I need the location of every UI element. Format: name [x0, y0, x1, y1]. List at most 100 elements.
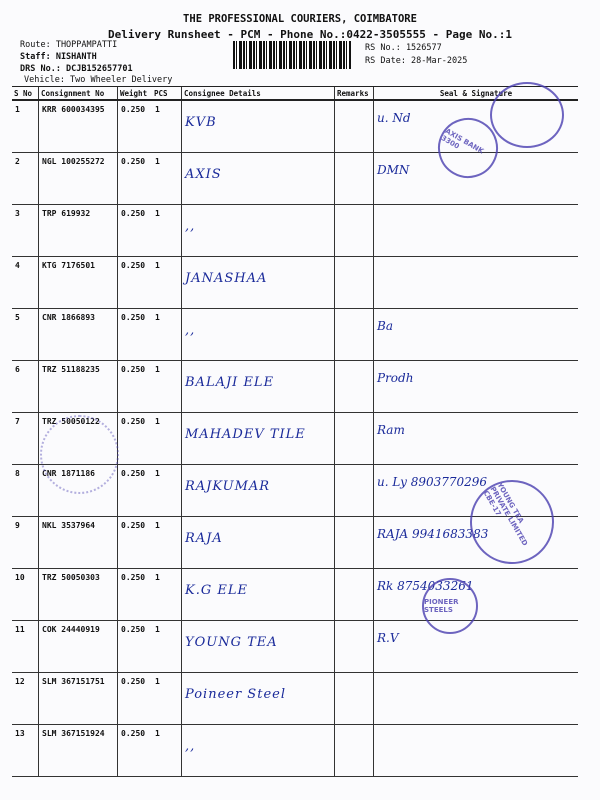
cell-sno: 3 [12, 204, 39, 257]
staff: Staff: NISHANTH [20, 52, 97, 62]
cell-consignment: TRZ 51188235 [38, 360, 118, 413]
cell-signature: Prodh [373, 360, 578, 413]
cell-remarks [334, 516, 374, 569]
cell-pcs: 1 [152, 100, 182, 153]
table-row: 6 TRZ 51188235 0.250 1 BALAJI ELE Prodh [12, 360, 578, 413]
table-row: 11 COK 24440919 0.250 1 YOUNG TEA R.V [12, 620, 578, 673]
cell-pcs: 1 [152, 204, 182, 257]
pioneer-steels-stamp: PIONEER STEELS [422, 578, 478, 634]
cell-remarks [334, 464, 374, 517]
cell-remarks [334, 724, 374, 777]
col-consignee: Consignee Details [181, 86, 335, 101]
cell-consignee: RAJA [181, 516, 335, 569]
col-remarks: Remarks [334, 86, 374, 101]
cell-remarks [334, 256, 374, 309]
cell-consignee: YOUNG TEA [181, 620, 335, 673]
table-row: 5 CNR 1866893 0.250 1,, Ba [12, 308, 578, 361]
col-weight: Weight [117, 86, 152, 101]
cell-remarks [334, 672, 374, 725]
drs-no: DRS No.: DCJB152657701 [20, 64, 133, 74]
cell-sno: 13 [12, 724, 39, 777]
cell-consignee: ,, [181, 308, 335, 361]
cell-pcs: 1 [152, 672, 182, 725]
cell-remarks [334, 204, 374, 257]
cell-consignee: KVB [181, 100, 335, 153]
cell-weight: 0.250 [117, 464, 152, 517]
table-row: 9 NKL 3537964 0.250 1 RAJA RAJA 9941683383 [12, 516, 578, 569]
cell-pcs: 1 [152, 256, 182, 309]
cell-sno: 11 [12, 620, 39, 673]
col-pcs: PCS [152, 86, 182, 101]
cell-consignment: KTG 7176501 [38, 256, 118, 309]
cell-pcs: 1 [152, 412, 182, 465]
cell-signature [373, 204, 578, 257]
cell-consignee: MAHADEV TILE [181, 412, 335, 465]
cell-signature [373, 672, 578, 725]
cell-signature [373, 724, 578, 777]
cell-remarks [334, 152, 374, 205]
runsheet-table: S No Consignment No Weight PCS Consignee… [12, 86, 578, 777]
cell-remarks [334, 620, 374, 673]
col-sno: S No [12, 86, 39, 101]
cell-consignment: TRZ 50050303 [38, 568, 118, 621]
cell-pcs: 1 [152, 152, 182, 205]
table-row: 2 NGL 100255272 0.250 1 AXIS DMN [12, 152, 578, 205]
cell-consignee: JANASHAA [181, 256, 335, 309]
cell-weight: 0.250 [117, 516, 152, 569]
table-row: 10 TRZ 50050303 0.250 1 K.G ELE Rk 8754033261 [12, 568, 578, 621]
cell-weight: 0.250 [117, 620, 152, 673]
cell-consignee: RAJKUMAR [181, 464, 335, 517]
cell-sno: 4 [12, 256, 39, 309]
cell-consignment: SLM 367151924 [38, 724, 118, 777]
cell-sno: 12 [12, 672, 39, 725]
cell-consignment: CNR 1866893 [38, 308, 118, 361]
company-title: THE PROFESSIONAL COURIERS, COIMBATORE [183, 13, 417, 25]
table-row: 4 KTG 7176501 0.250 1 JANASHAA [12, 256, 578, 309]
table-row: 13 SLM 367151924 0.250 1,, [12, 724, 578, 777]
table-row: 8 CNR 1871186 0.250 1 RAJKUMAR u. Ly 89037702… [12, 464, 578, 517]
cell-consignment: SLM 367151751 [38, 672, 118, 725]
barcode [233, 41, 351, 69]
cell-pcs: 1 [152, 464, 182, 517]
cell-sno: 7 [12, 412, 39, 465]
rs-no: RS No.: 1526577 [365, 43, 442, 53]
cell-consignment: COK 24440919 [38, 620, 118, 673]
cell-weight: 0.250 [117, 568, 152, 621]
cell-sno: 5 [12, 308, 39, 361]
cell-consignee: Poineer Steel [181, 672, 335, 725]
cell-consignee: BALAJI ELE [181, 360, 335, 413]
cell-signature [373, 256, 578, 309]
cell-weight: 0.250 [117, 256, 152, 309]
cell-sno: 6 [12, 360, 39, 413]
cell-pcs: 1 [152, 568, 182, 621]
cell-sno: 9 [12, 516, 39, 569]
table-row: 3 TRP 619932 0.250 1,, [12, 204, 578, 257]
route: Route: THOPPAMPATTI [20, 40, 118, 50]
cell-remarks [334, 100, 374, 153]
table-header: S No Consignment No Weight PCS Consignee… [12, 86, 578, 101]
cell-weight: 0.250 [117, 724, 152, 777]
cell-consignee: K.G ELE [181, 568, 335, 621]
cell-remarks [334, 412, 374, 465]
table-row: 12 SLM 367151751 0.250 1 Poineer Steel [12, 672, 578, 725]
cell-signature: RAJA 9941683383 [373, 516, 578, 569]
cell-weight: 0.250 [117, 308, 152, 361]
cell-signature: Ba [373, 308, 578, 361]
cell-weight: 0.250 [117, 204, 152, 257]
cell-pcs: 1 [152, 724, 182, 777]
cell-weight: 0.250 [117, 360, 152, 413]
vehicle: Vehicle: Two Wheeler Delivery [24, 75, 173, 85]
cell-sno: 10 [12, 568, 39, 621]
cell-pcs: 1 [152, 360, 182, 413]
cell-pcs: 1 [152, 308, 182, 361]
cell-signature: DMN [373, 152, 578, 205]
cell-signature: u. Ly 8903770296 [373, 464, 578, 517]
cell-consignee: ,, [181, 724, 335, 777]
cell-consignee: ,, [181, 204, 335, 257]
cell-pcs: 1 [152, 620, 182, 673]
cell-consignment: TRP 619932 [38, 204, 118, 257]
cell-signature: R.V [373, 620, 578, 673]
cell-consignee: AXIS [181, 152, 335, 205]
cell-remarks [334, 308, 374, 361]
cell-sno: 2 [12, 152, 39, 205]
